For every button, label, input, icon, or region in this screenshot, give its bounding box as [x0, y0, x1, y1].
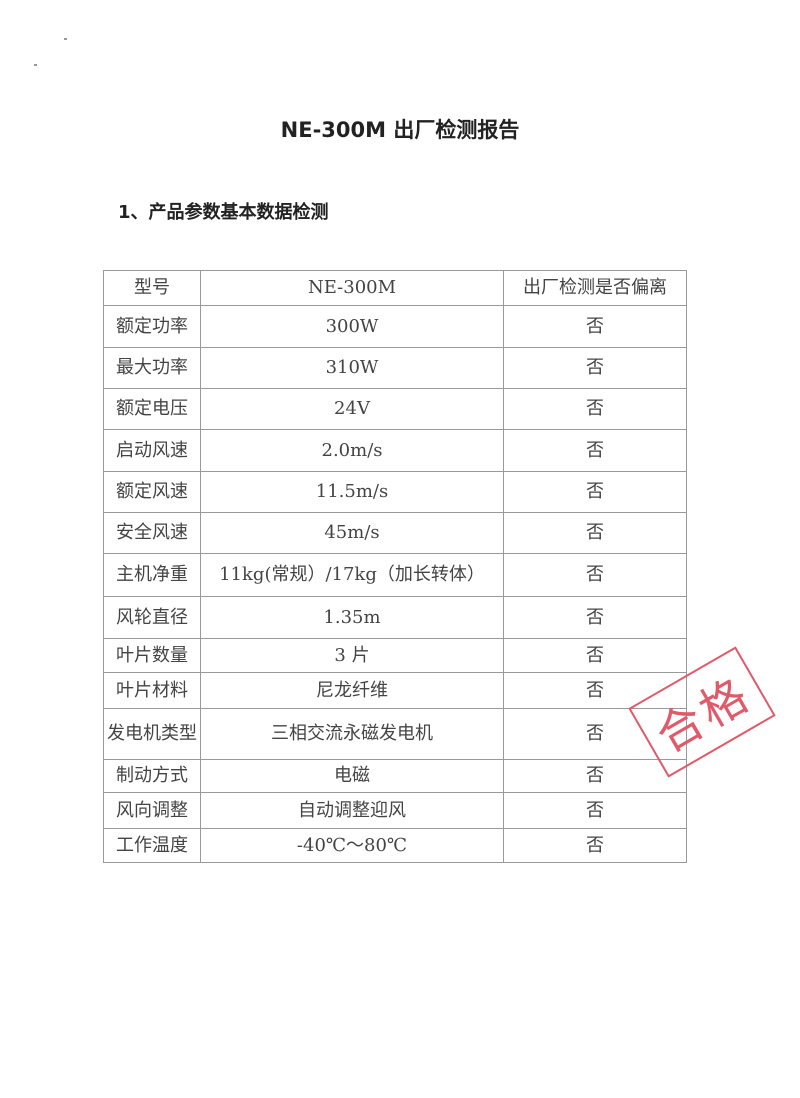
deviation-cell: 否: [503, 429, 687, 472]
param-value-cell: 24V: [200, 388, 504, 430]
param-name-cell: 额定功率: [103, 305, 201, 348]
deviation-cell: 否: [503, 759, 687, 793]
table-row: 额定电压 24V 否: [103, 388, 687, 430]
param-name-cell: 启动风速: [103, 429, 201, 472]
table-row: 额定功率 300W 否: [103, 305, 687, 348]
param-value-cell: 300W: [200, 305, 504, 348]
deviation-cell: 否: [503, 708, 687, 760]
scan-speck: [64, 38, 67, 40]
deviation-cell: 否: [503, 792, 687, 829]
table-header-row: 型号 NE-300M 出厂检测是否偏离: [103, 270, 687, 306]
table-row: 安全风速 45m/s 否: [103, 512, 687, 554]
param-value-cell: 1.35m: [200, 596, 504, 639]
param-value-cell: -40℃～80℃: [200, 828, 504, 863]
param-name-cell: 主机净重: [103, 553, 201, 597]
param-value-cell: 3 片: [200, 638, 504, 673]
table-row: 启动风速 2.0m/s 否: [103, 429, 687, 472]
deviation-cell: 否: [503, 347, 687, 389]
param-name-cell: 风轮直径: [103, 596, 201, 639]
table-row: 最大功率 310W 否: [103, 347, 687, 389]
deviation-cell: 否: [503, 388, 687, 430]
deviation-cell: 出厂检测是否偏离: [503, 270, 687, 306]
deviation-cell: 否: [503, 828, 687, 863]
page-title: NE-300M 出厂检测报告: [280, 118, 520, 142]
table-row: 风轮直径 1.35m 否: [103, 596, 687, 639]
param-name-cell: 额定电压: [103, 388, 201, 430]
param-name-cell: 风向调整: [103, 792, 201, 829]
param-value-cell: 三相交流永磁发电机: [200, 708, 504, 760]
param-name-cell: 型号: [103, 270, 201, 306]
param-value-cell: 11kg(常规）/17kg（加长转体）: [200, 553, 504, 597]
param-name-cell: 最大功率: [103, 347, 201, 389]
param-name-cell: 发电机类型: [103, 708, 201, 760]
table-row: 主机净重 11kg(常规）/17kg（加长转体）否: [103, 553, 687, 597]
table-row: 叶片数量 3 片否: [103, 638, 687, 673]
param-value-cell: 11.5m/s: [200, 471, 504, 513]
deviation-cell: 否: [503, 672, 687, 709]
table-row: 额定风速 11.5m/s 否: [103, 471, 687, 513]
param-value-cell: 自动调整迎风: [200, 792, 504, 829]
scan-speck: [34, 64, 37, 66]
param-value-cell: 2.0m/s: [200, 429, 504, 472]
table-row: 制动方式 电磁否: [103, 759, 687, 793]
table-row: 发电机类型 三相交流永磁发电机否: [103, 708, 687, 760]
table-row: 风向调整 自动调整迎风否: [103, 792, 687, 829]
param-name-cell: 叶片材料: [103, 672, 201, 709]
section-heading: 1、产品参数基本数据检测: [118, 202, 329, 223]
param-name-cell: 安全风速: [103, 512, 201, 554]
deviation-cell: 否: [503, 305, 687, 348]
param-value-cell: 45m/s: [200, 512, 504, 554]
param-name-cell: 额定风速: [103, 471, 201, 513]
param-value-cell: 尼龙纤维: [200, 672, 504, 709]
param-name-cell: 叶片数量: [103, 638, 201, 673]
table-row: 工作温度 -40℃～80℃ 否: [103, 828, 687, 863]
param-value-cell: 电磁: [200, 759, 504, 793]
deviation-cell: 否: [503, 638, 687, 673]
param-name-cell: 工作温度: [103, 828, 201, 863]
param-value-cell: 310W: [200, 347, 504, 389]
table-row: 叶片材料 尼龙纤维否: [103, 672, 687, 709]
deviation-cell: 否: [503, 512, 687, 554]
deviation-cell: 否: [503, 471, 687, 513]
deviation-cell: 否: [503, 553, 687, 597]
param-value-cell: NE-300M: [200, 270, 504, 306]
spec-table: 型号 NE-300M 出厂检测是否偏离 额定功率 300W 否最大功率 310W 否额定电压 2…: [103, 270, 687, 863]
param-name-cell: 制动方式: [103, 759, 201, 793]
deviation-cell: 否: [503, 596, 687, 639]
